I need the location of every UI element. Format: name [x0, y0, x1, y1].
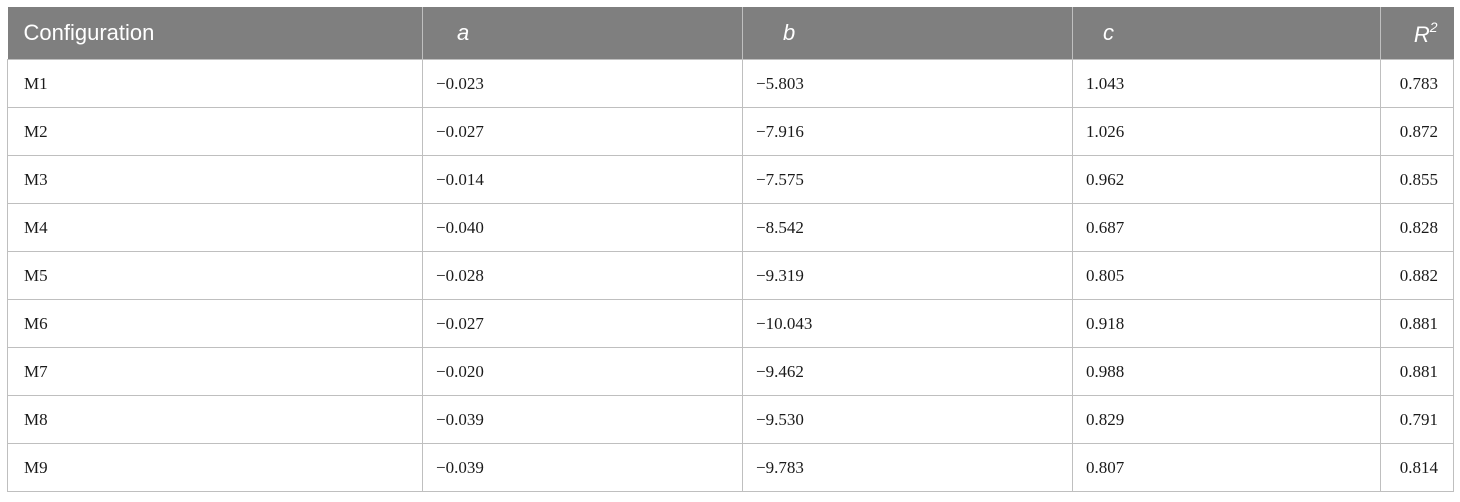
- cell-c: 1.026: [1072, 107, 1381, 156]
- cell-r-squared: 0.855: [1380, 155, 1454, 204]
- cell-configuration: M5: [7, 251, 423, 300]
- cell-b: −9.783: [742, 443, 1073, 492]
- cell-a: −0.039: [422, 443, 743, 492]
- cell-r-squared: 0.881: [1380, 347, 1454, 396]
- cell-c: 0.805: [1072, 251, 1381, 300]
- cell-r-squared: 0.882: [1380, 251, 1454, 300]
- cell-configuration: M8: [7, 395, 423, 444]
- table-row: M7 −0.020 −9.462 0.988 0.881: [7, 347, 1454, 396]
- cell-b: −5.803: [742, 59, 1073, 108]
- table-row: M4 −0.040 −8.542 0.687 0.828: [7, 203, 1454, 252]
- table-row: M3 −0.014 −7.575 0.962 0.855: [7, 155, 1454, 204]
- header-b: b: [742, 7, 1073, 60]
- header-r-squared-superscript: 2: [1429, 18, 1438, 35]
- header-r-squared: R2: [1380, 7, 1454, 60]
- cell-r-squared: 0.881: [1380, 299, 1454, 348]
- cell-a: −0.027: [422, 299, 743, 348]
- cell-configuration: M3: [7, 155, 423, 204]
- table-row: M6 −0.027 −10.043 0.918 0.881: [7, 299, 1454, 348]
- cell-c: 0.988: [1072, 347, 1381, 396]
- parameter-table-container: Configuration a b c R2 M1 −0.023 −5.803 1.0…: [7, 7, 1454, 492]
- cell-configuration: M1: [7, 59, 423, 108]
- table-row: M9 −0.039 −9.783 0.807 0.814: [7, 443, 1454, 492]
- header-c: c: [1072, 7, 1381, 60]
- table-row: M1 −0.023 −5.803 1.043 0.783: [7, 59, 1454, 108]
- cell-a: −0.039: [422, 395, 743, 444]
- cell-a: −0.023: [422, 59, 743, 108]
- parameter-table: Configuration a b c R2 M1 −0.023 −5.803 1.0…: [7, 7, 1454, 492]
- table-body: M1 −0.023 −5.803 1.043 0.783 M2 −0.027 −7.916 1.…: [7, 59, 1454, 492]
- header-a: a: [422, 7, 743, 60]
- table-header-row: Configuration a b c R2: [7, 7, 1454, 60]
- cell-configuration: M6: [7, 299, 423, 348]
- cell-b: −10.043: [742, 299, 1073, 348]
- table-row: M2 −0.027 −7.916 1.026 0.872: [7, 107, 1454, 156]
- header-r-squared-base: R: [1413, 21, 1430, 47]
- cell-c: 0.918: [1072, 299, 1381, 348]
- cell-configuration: M9: [7, 443, 423, 492]
- cell-b: −7.916: [742, 107, 1073, 156]
- table-row: M5 −0.028 −9.319 0.805 0.882: [7, 251, 1454, 300]
- cell-b: −9.462: [742, 347, 1073, 396]
- cell-c: 0.807: [1072, 443, 1381, 492]
- cell-r-squared: 0.791: [1380, 395, 1454, 444]
- cell-c: 1.043: [1072, 59, 1381, 108]
- cell-b: −9.319: [742, 251, 1073, 300]
- cell-b: −7.575: [742, 155, 1073, 204]
- cell-configuration: M4: [7, 203, 423, 252]
- cell-b: −8.542: [742, 203, 1073, 252]
- cell-a: −0.028: [422, 251, 743, 300]
- cell-r-squared: 0.828: [1380, 203, 1454, 252]
- cell-c: 0.829: [1072, 395, 1381, 444]
- table-row: M8 −0.039 −9.530 0.829 0.791: [7, 395, 1454, 444]
- cell-b: −9.530: [742, 395, 1073, 444]
- cell-a: −0.014: [422, 155, 743, 204]
- cell-r-squared: 0.872: [1380, 107, 1454, 156]
- cell-a: −0.040: [422, 203, 743, 252]
- cell-a: −0.020: [422, 347, 743, 396]
- cell-c: 0.962: [1072, 155, 1381, 204]
- cell-configuration: M2: [7, 107, 423, 156]
- cell-configuration: M7: [7, 347, 423, 396]
- cell-a: −0.027: [422, 107, 743, 156]
- cell-r-squared: 0.814: [1380, 443, 1454, 492]
- cell-c: 0.687: [1072, 203, 1381, 252]
- header-configuration: Configuration: [7, 7, 423, 60]
- cell-r-squared: 0.783: [1380, 59, 1454, 108]
